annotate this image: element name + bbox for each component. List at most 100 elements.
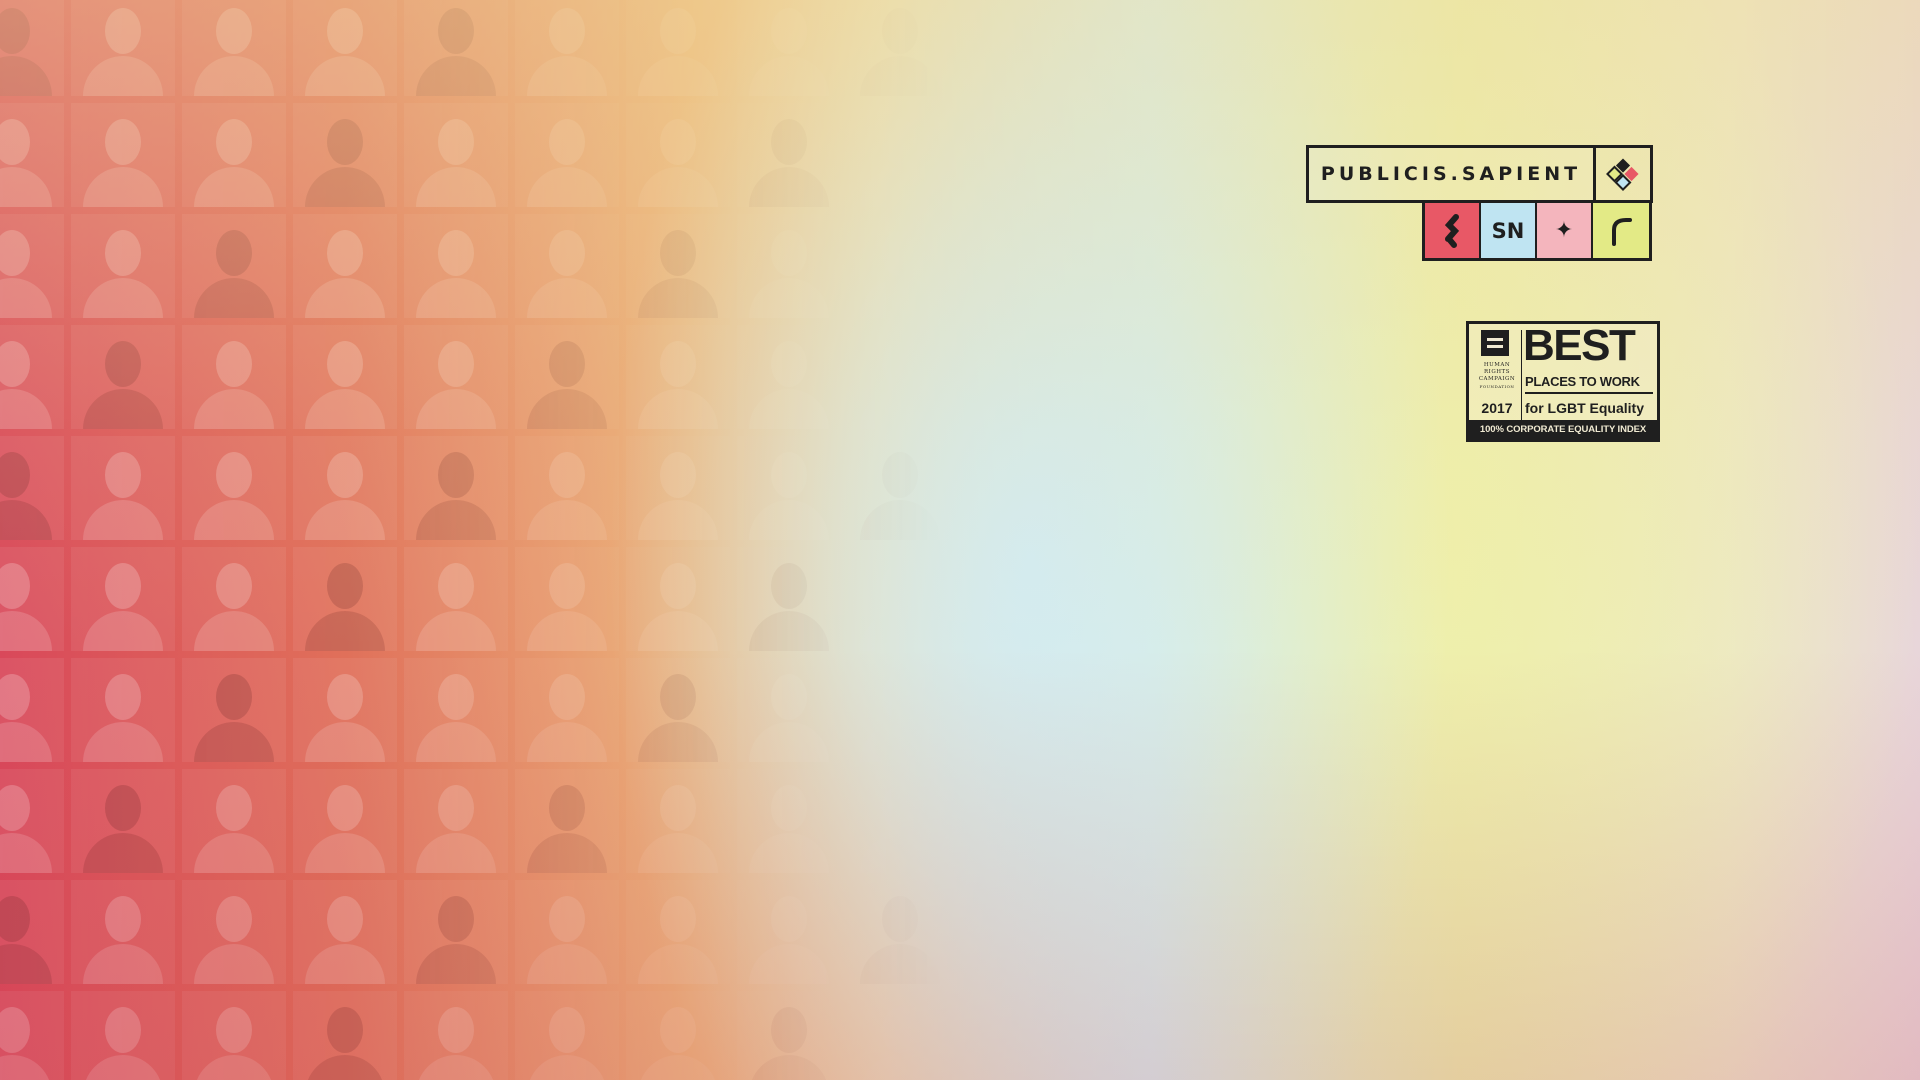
portrait-photo (515, 436, 619, 540)
portrait-photo (0, 0, 64, 96)
portrait-photo (293, 0, 397, 96)
portrait-photo (848, 658, 952, 762)
portrait-head (1104, 896, 1140, 942)
portrait-head (993, 674, 1029, 720)
portrait-head (216, 674, 252, 720)
portrait-head (438, 785, 474, 831)
portrait-photo (293, 991, 397, 1080)
portrait-photo (71, 436, 175, 540)
portrait-head (438, 341, 474, 387)
portrait-photo (1070, 103, 1174, 207)
portrait-head (105, 230, 141, 276)
portrait-photo (737, 991, 841, 1080)
portrait-head (882, 452, 918, 498)
sparkle-icon: ✦ (1537, 203, 1593, 258)
portrait-photo (404, 769, 508, 873)
portrait-photo (737, 880, 841, 984)
portrait-head (549, 896, 585, 942)
portrait-photo (959, 880, 1063, 984)
portrait-head (882, 674, 918, 720)
portrait-photo (293, 547, 397, 651)
portrait-head (993, 230, 1029, 276)
arc-icon (1612, 217, 1632, 246)
portrait-head (327, 1007, 363, 1053)
portrait-head (993, 896, 1029, 942)
portrait-head (882, 1007, 918, 1053)
portrait-head (0, 119, 30, 165)
portrait-head (1104, 8, 1140, 54)
portrait-photo (0, 325, 64, 429)
portrait-photo (71, 658, 175, 762)
portrait-photo (182, 991, 286, 1080)
portrait-photo (848, 436, 952, 540)
portrait-head (660, 1007, 696, 1053)
portrait-head (882, 8, 918, 54)
portrait-head (327, 896, 363, 942)
portrait-photo (1070, 658, 1174, 762)
portrait-head (105, 674, 141, 720)
hrc-org-name: HUMAN RIGHTS CAMPAIGN FOUNDATION (1478, 362, 1516, 389)
portrait-photo (404, 0, 508, 96)
portrait-photo (293, 769, 397, 873)
portrait-photo (0, 658, 64, 762)
portrait-photo (737, 658, 841, 762)
portrait-photo (959, 658, 1063, 762)
portrait-head (216, 230, 252, 276)
portrait-head (216, 785, 252, 831)
portrait-head (327, 674, 363, 720)
portrait-photo (404, 103, 508, 207)
portrait-photo (737, 214, 841, 318)
portrait-head (549, 8, 585, 54)
portrait-photo (1070, 991, 1174, 1080)
badge-footer: 100% CORPORATE EQUALITY INDEX (1469, 420, 1657, 439)
portrait-head (216, 1007, 252, 1053)
portrait-photo (959, 0, 1063, 96)
portrait-photo (959, 991, 1063, 1080)
portrait-photo (0, 436, 64, 540)
portrait-photo (959, 769, 1063, 873)
portrait-head (0, 341, 30, 387)
portrait-photo (0, 547, 64, 651)
portrait-photo (515, 991, 619, 1080)
portrait-head (549, 341, 585, 387)
portrait-photo (515, 658, 619, 762)
portrait-photo (71, 325, 175, 429)
publicis-sapient-logo: PUBLICIS.SAPIENT SN ✦ (1306, 145, 1658, 265)
logo-tile-sn: SN (1481, 203, 1537, 258)
logo-tile-s (1425, 203, 1481, 258)
portrait-photo (626, 547, 730, 651)
portrait-photo (182, 103, 286, 207)
portrait-head (216, 119, 252, 165)
portrait-head (771, 674, 807, 720)
portrait-head (771, 452, 807, 498)
portrait-photo (959, 325, 1063, 429)
portrait-photo (404, 880, 508, 984)
portrait-photo (737, 325, 841, 429)
portrait-photo (626, 214, 730, 318)
portrait-head (105, 563, 141, 609)
portrait-head (771, 119, 807, 165)
portrait-photo (626, 991, 730, 1080)
portrait-photo (293, 436, 397, 540)
portrait-photo (848, 103, 952, 207)
portrait-head (882, 119, 918, 165)
portrait-photo (626, 436, 730, 540)
portrait-head (771, 341, 807, 387)
portrait-head (216, 8, 252, 54)
portrait-head (993, 452, 1029, 498)
portrait-head (0, 785, 30, 831)
badge-divider (1525, 392, 1653, 394)
portrait-head (327, 230, 363, 276)
portrait-photo (71, 103, 175, 207)
portrait-head (549, 785, 585, 831)
portrait-head (438, 563, 474, 609)
hrc-best-places-badge: HUMAN RIGHTS CAMPAIGN FOUNDATION 2017 BE… (1466, 321, 1660, 442)
portrait-head (771, 563, 807, 609)
portrait-photo (71, 769, 175, 873)
portrait-photo (1070, 880, 1174, 984)
portrait-head (438, 1007, 474, 1053)
portrait-head (1104, 563, 1140, 609)
portrait-head (993, 8, 1029, 54)
portrait-head (216, 452, 252, 498)
portrait-photo (293, 103, 397, 207)
